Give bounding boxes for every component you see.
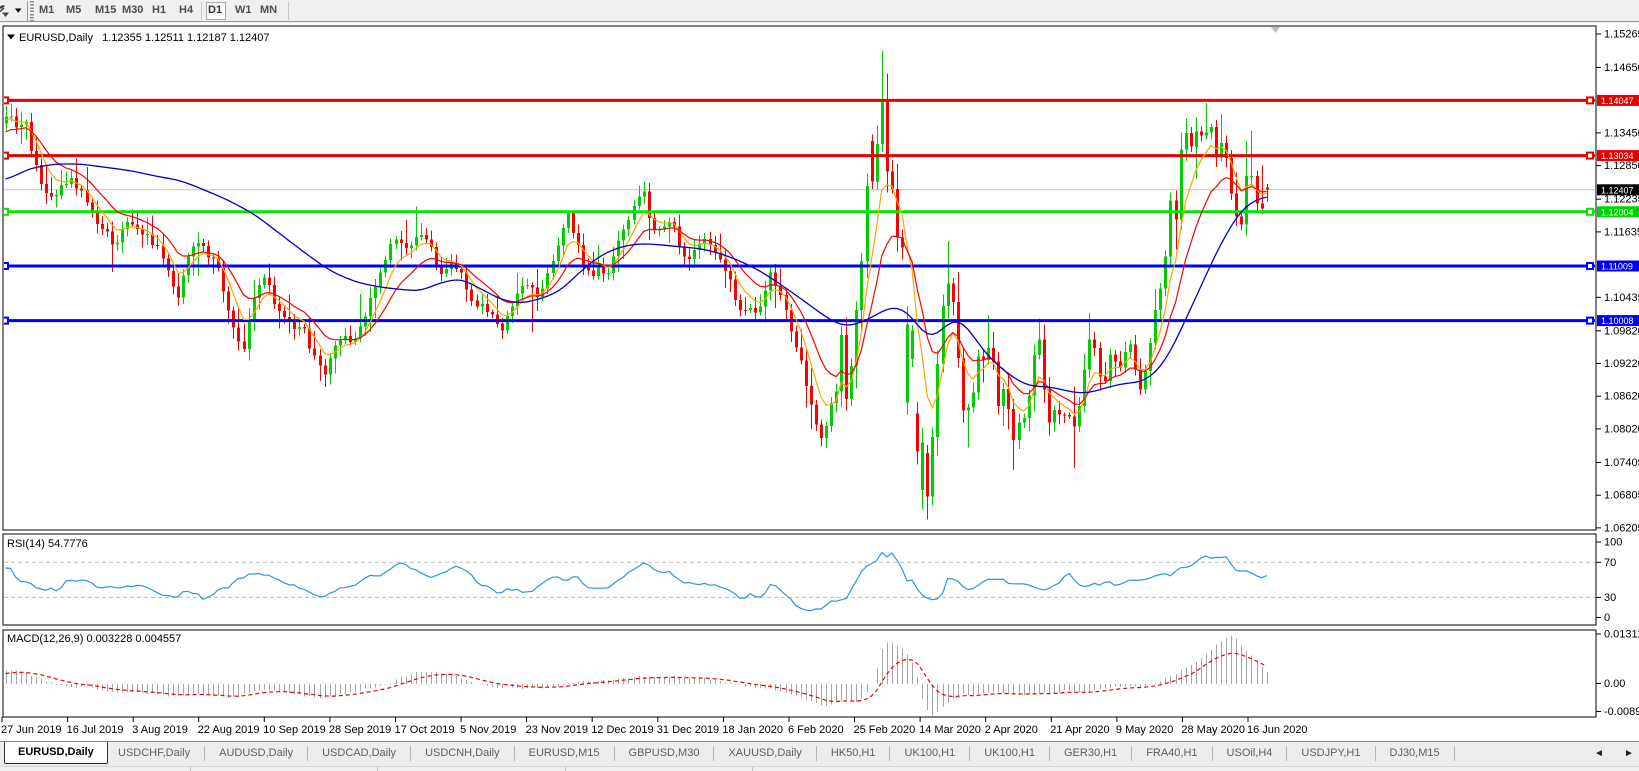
svg-text:1.11009: 1.11009 (1601, 262, 1633, 272)
svg-text:1.14650: 1.14650 (1604, 62, 1639, 74)
svg-text:1.06205: 1.06205 (1604, 522, 1639, 534)
svg-text:MACD(12,26,9) 0.003228 0.00455: MACD(12,26,9) 0.003228 0.004557 (7, 633, 181, 645)
svg-text:9 May 2020: 9 May 2020 (1116, 724, 1173, 736)
svg-text:16 Jun 2020: 16 Jun 2020 (1247, 724, 1308, 736)
svg-text:31 Dec 2019: 31 Dec 2019 (657, 724, 719, 736)
svg-text:21 Apr 2020: 21 Apr 2020 (1050, 724, 1109, 736)
svg-text:0: 0 (1604, 612, 1610, 624)
svg-text:1.10008: 1.10008 (1601, 316, 1634, 326)
svg-text:12 Dec 2019: 12 Dec 2019 (591, 724, 653, 736)
svg-text:EURUSD,Daily 1.12355 1.12511: EURUSD,Daily 1.12355 1.12511 1.12187 1.1… (19, 32, 270, 44)
svg-text:1.12235: 1.12235 (1604, 194, 1639, 206)
svg-text:1.08020: 1.08020 (1604, 423, 1639, 435)
svg-text:1.15265: 1.15265 (1604, 29, 1639, 41)
svg-text:1.06805: 1.06805 (1604, 490, 1639, 502)
svg-text:RSI(14) 54.7776: RSI(14) 54.7776 (7, 538, 88, 550)
svg-text:1.08620: 1.08620 (1604, 391, 1639, 403)
svg-text:0.013121: 0.013121 (1604, 629, 1639, 641)
svg-text:22 Aug 2019: 22 Aug 2019 (198, 724, 260, 736)
svg-text:10 Sep 2019: 10 Sep 2019 (263, 724, 325, 736)
svg-text:5 Nov 2019: 5 Nov 2019 (460, 724, 516, 736)
svg-text:1.09220: 1.09220 (1604, 358, 1639, 370)
svg-text:3 Aug 2019: 3 Aug 2019 (132, 724, 188, 736)
svg-text:1.09820: 1.09820 (1604, 325, 1639, 337)
svg-text:1.07405: 1.07405 (1604, 457, 1639, 469)
svg-text:27 Jun 2019: 27 Jun 2019 (1, 724, 62, 736)
svg-text:6 Feb 2020: 6 Feb 2020 (788, 724, 844, 736)
svg-text:2 Apr 2020: 2 Apr 2020 (985, 724, 1038, 736)
svg-text:28 Sep 2019: 28 Sep 2019 (329, 724, 391, 736)
svg-text:14 Mar 2020: 14 Mar 2020 (919, 724, 981, 736)
svg-text:18 Jan 2020: 18 Jan 2020 (722, 724, 783, 736)
svg-text:23 Nov 2019: 23 Nov 2019 (526, 724, 588, 736)
svg-text:1.12850: 1.12850 (1604, 160, 1639, 172)
svg-text:-0.008933: -0.008933 (1604, 706, 1639, 718)
svg-text:0.00: 0.00 (1604, 678, 1625, 690)
svg-text:16 Jul 2019: 16 Jul 2019 (67, 724, 124, 736)
svg-text:1.11635: 1.11635 (1604, 226, 1639, 238)
svg-text:1.12004: 1.12004 (1601, 207, 1634, 217)
svg-text:1.10435: 1.10435 (1604, 292, 1639, 304)
svg-text:1.13450: 1.13450 (1604, 127, 1639, 139)
svg-text:1.12407: 1.12407 (1601, 185, 1634, 195)
svg-text:28 May 2020: 28 May 2020 (1181, 724, 1245, 736)
svg-text:70: 70 (1604, 557, 1616, 569)
svg-text:30: 30 (1604, 592, 1616, 604)
svg-text:1.13034: 1.13034 (1601, 151, 1634, 161)
svg-text:17 Oct 2019: 17 Oct 2019 (395, 724, 455, 736)
svg-text:1.14047: 1.14047 (1601, 96, 1634, 106)
svg-text:25 Feb 2020: 25 Feb 2020 (854, 724, 916, 736)
svg-text:100: 100 (1604, 537, 1622, 549)
